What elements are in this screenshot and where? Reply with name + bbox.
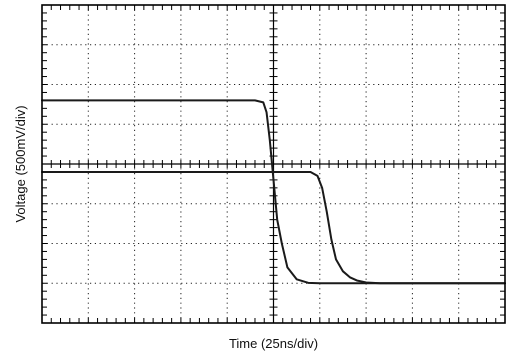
tick-marks [42, 5, 505, 323]
plot-frame [41, 4, 506, 324]
x-axis-label: Time (25ns/div) [229, 336, 318, 351]
traces [41, 99, 506, 285]
y-axis-label: Voltage (500mV/div) [13, 105, 28, 222]
trace-2 [41, 170, 506, 285]
trace-1 [41, 99, 506, 285]
